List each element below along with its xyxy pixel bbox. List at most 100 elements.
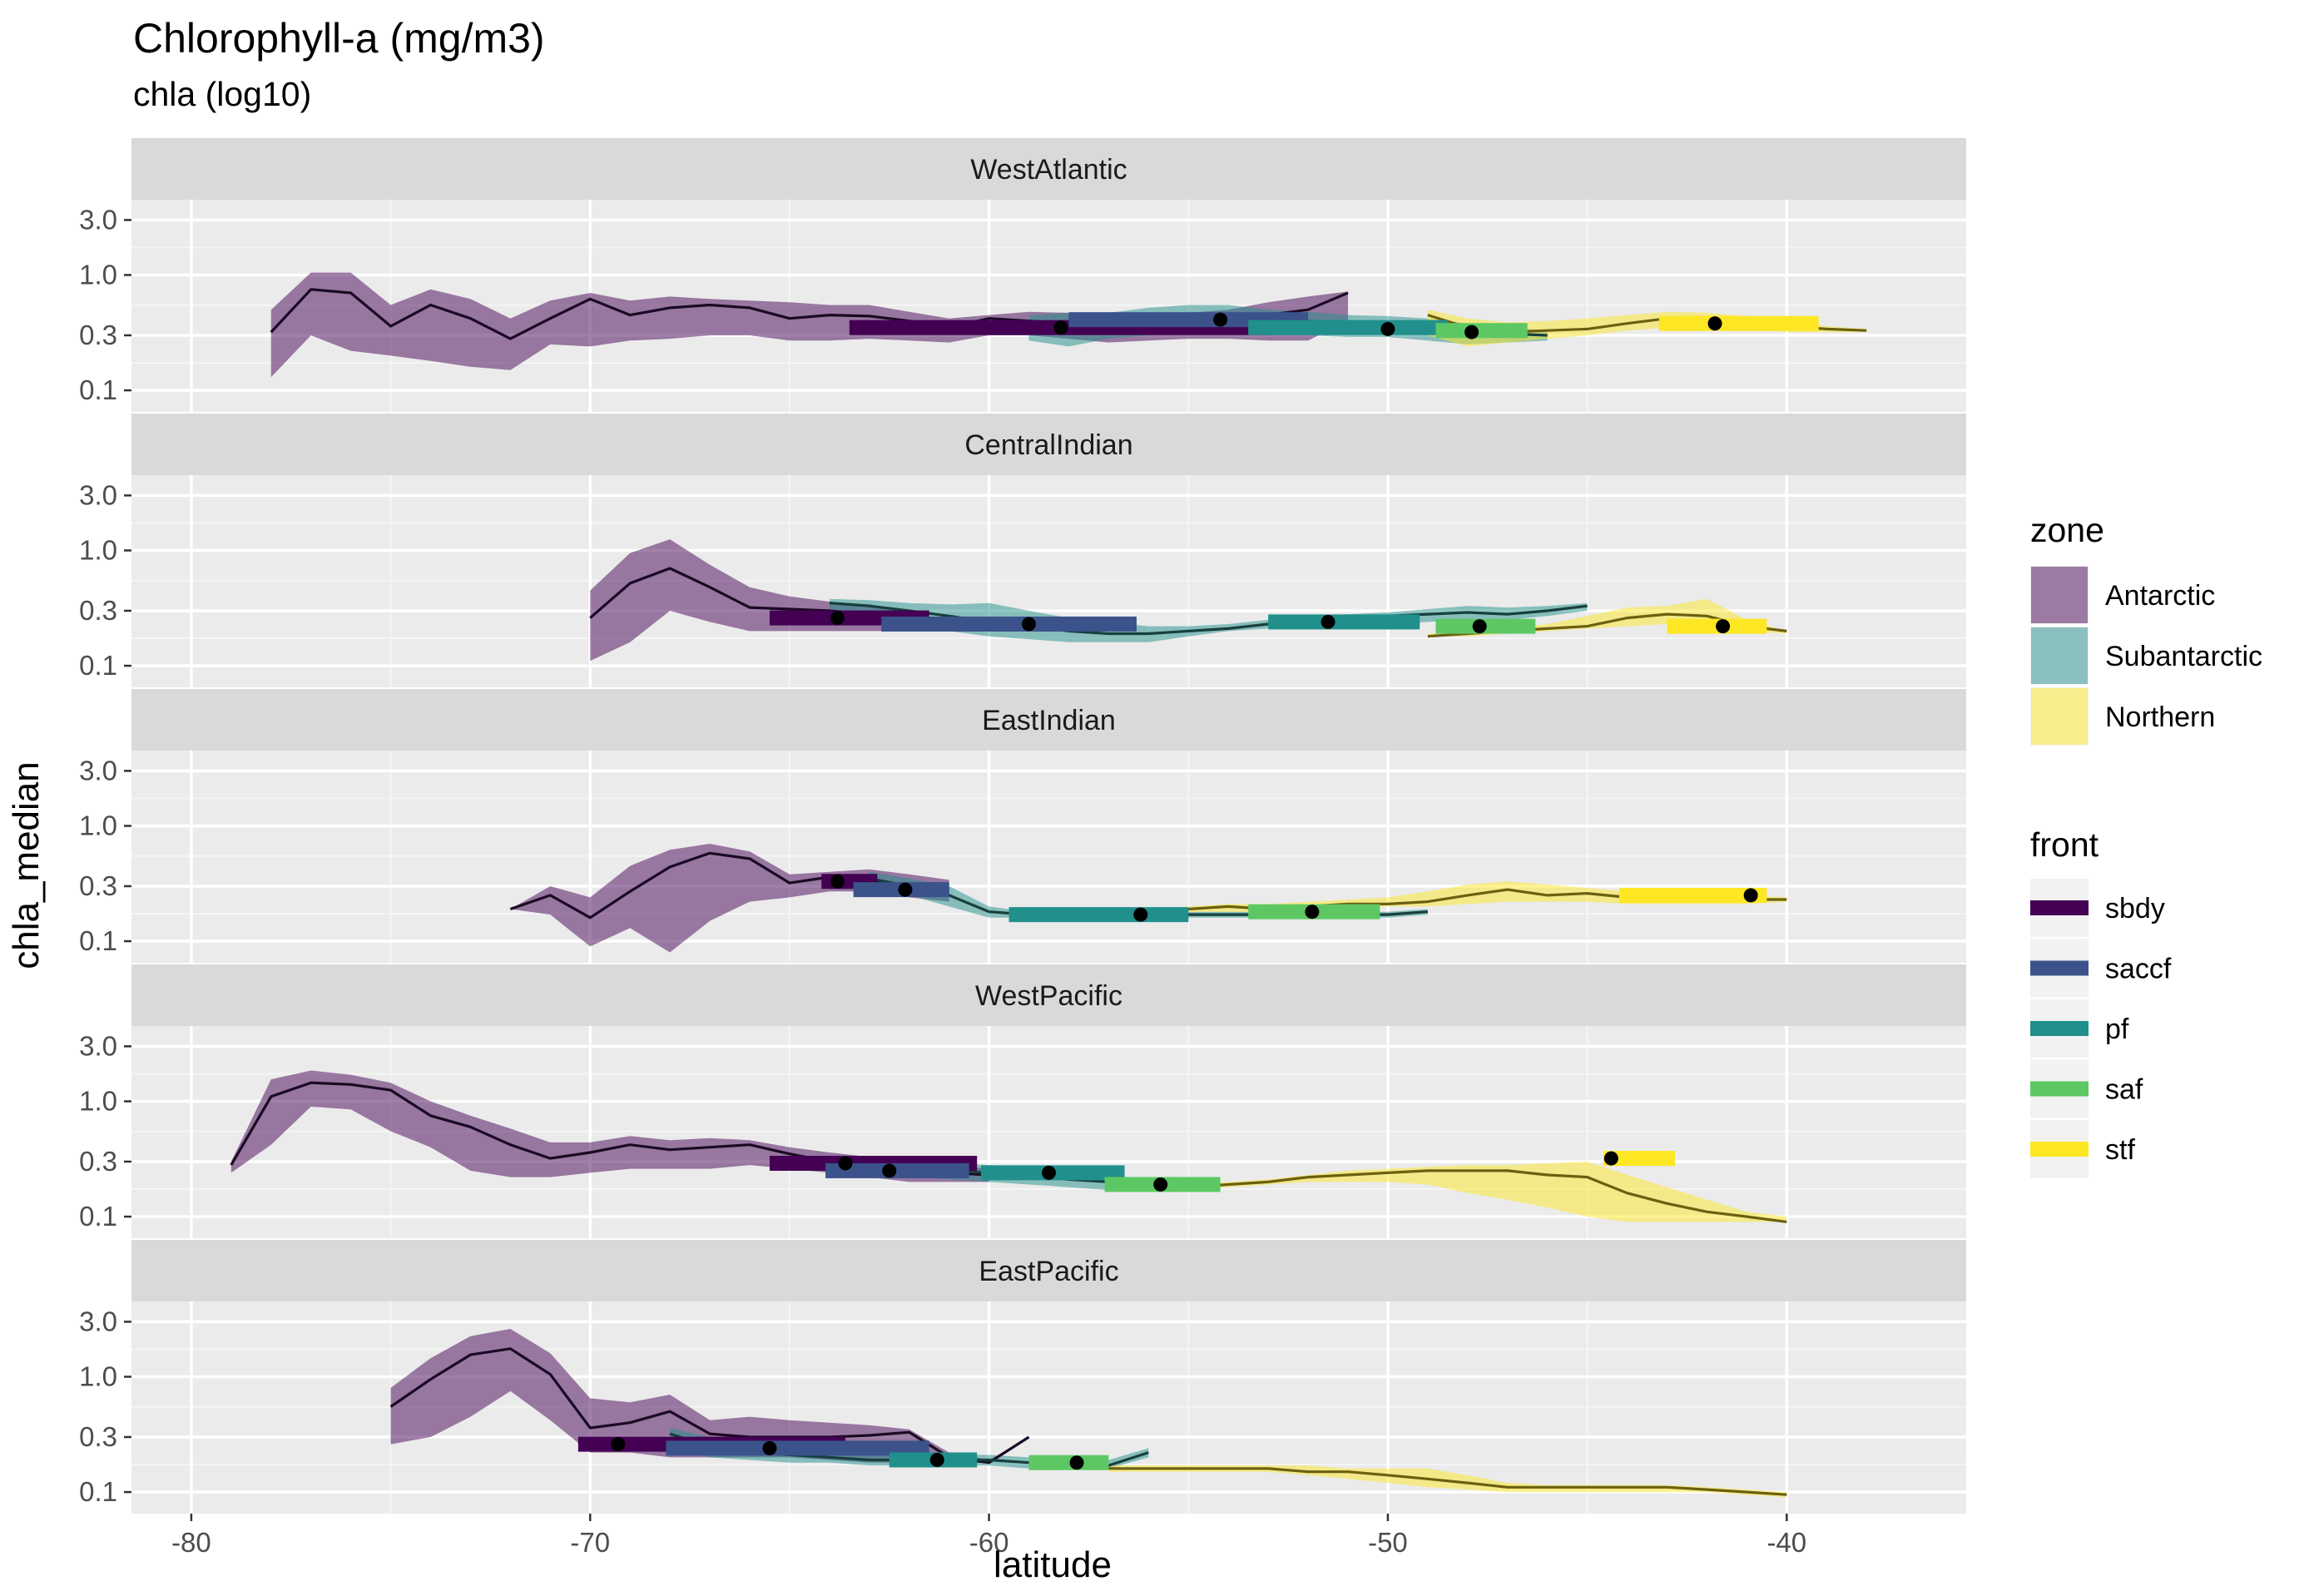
y-tick-label: 0.3 xyxy=(79,320,117,350)
legend-key-northern xyxy=(2031,688,2088,745)
panel-WestAtlantic: WestAtlantic 0.1 0.3 1.0 3.0 xyxy=(79,138,1966,412)
front-bar-stf xyxy=(1658,315,1819,331)
front-point xyxy=(838,1156,853,1171)
panel-CentralIndian: CentralIndian 0.1 0.3 1.0 3.0 xyxy=(79,414,1966,687)
front-point xyxy=(882,1163,897,1178)
ribbon-subantarctic xyxy=(670,1428,1149,1469)
x-tick-label: -70 xyxy=(570,1527,610,1558)
ribbon-antarctic xyxy=(510,844,949,953)
front-bar-saccf xyxy=(825,1162,969,1178)
legend-zone: zone Antarctic Subantarctic Northern xyxy=(2030,511,2262,746)
front-point xyxy=(898,882,913,897)
legend-label: saf xyxy=(2105,1074,2143,1106)
y-tick-label: 1.0 xyxy=(79,1361,117,1392)
y-tick-label: 0.3 xyxy=(79,595,117,626)
front-point xyxy=(1213,312,1228,327)
front-point xyxy=(1472,619,1487,634)
front-point xyxy=(1716,619,1731,634)
chart-title: Chlorophyll-a (mg/m3) xyxy=(133,15,545,62)
legend-zone-title: zone xyxy=(2030,511,2104,549)
panel-EastIndian: EastIndian 0.1 0.3 1.0 3.0 xyxy=(79,689,1966,963)
x-tick-label: -60 xyxy=(969,1527,1009,1558)
legend-key-stf xyxy=(2030,1142,2089,1157)
front-bar-stf xyxy=(1618,887,1767,903)
legend-key-antarctic xyxy=(2031,567,2088,623)
facet-strip xyxy=(131,689,1966,751)
front-point xyxy=(1053,320,1068,335)
y-tick-label: 3.0 xyxy=(79,1030,117,1061)
y-tick-label: 1.0 xyxy=(79,260,117,290)
x-tick-label: -50 xyxy=(1368,1527,1408,1558)
front-bar-saccf xyxy=(666,1440,929,1456)
legend-key-saf xyxy=(2030,1081,2089,1097)
y-tick-label: 1.0 xyxy=(79,535,117,566)
y-axis-label: chla_median xyxy=(6,761,47,969)
front-bar-saf xyxy=(1028,1455,1109,1470)
y-tick-label: 0.3 xyxy=(79,1421,117,1452)
front-point xyxy=(1707,316,1722,331)
legend-front-title: front xyxy=(2030,825,2099,864)
front-point xyxy=(1464,325,1479,340)
front-point xyxy=(1069,1455,1084,1470)
y-tick-label: 1.0 xyxy=(79,810,117,841)
front-point xyxy=(1603,1151,1618,1166)
facet-label: WestAtlantic xyxy=(970,154,1127,186)
front-point xyxy=(611,1437,626,1452)
front-bar-pf xyxy=(1248,320,1448,335)
ribbon-antarctic xyxy=(390,1329,1029,1463)
front-bar-saccf xyxy=(881,616,1137,632)
legend-label: saccf xyxy=(2105,954,2172,985)
x-axis-label: latitude xyxy=(994,1544,1112,1585)
legend-label: pf xyxy=(2105,1014,2129,1045)
y-tick-label: 3.0 xyxy=(79,1306,117,1336)
front-bar-saf xyxy=(1435,323,1528,339)
median-line-northern xyxy=(1148,1169,1787,1223)
x-tick-label: -40 xyxy=(1767,1527,1806,1558)
facet-label: EastPacific xyxy=(979,1256,1118,1287)
front-point xyxy=(1133,907,1148,922)
y-tick-label: 3.0 xyxy=(79,479,117,510)
y-tick-label: 0.1 xyxy=(79,374,117,405)
legend-front: front sbdy saccf pf saf stf xyxy=(2030,825,2172,1178)
legend-label: sbdy xyxy=(2105,893,2165,924)
front-point xyxy=(929,1452,944,1467)
ribbon-antarctic xyxy=(230,1070,989,1182)
front-point xyxy=(762,1440,777,1455)
legend-key-saccf xyxy=(2030,960,2089,976)
facet-label: EastIndian xyxy=(982,705,1116,736)
facet-strip xyxy=(131,964,1966,1026)
front-point xyxy=(830,611,845,626)
legend-label: Northern xyxy=(2105,701,2215,733)
chart-subtitle: chla (log10) xyxy=(133,75,311,113)
front-point xyxy=(1743,888,1758,903)
front-bar-stf xyxy=(1603,1151,1676,1167)
front-point xyxy=(1042,1165,1056,1180)
legend-key-subantarctic xyxy=(2031,627,2088,684)
x-axis: -80 -70 -60 -50 -40 xyxy=(171,1514,1806,1558)
median-line-northern xyxy=(1108,1467,1787,1496)
y-tick-label: 3.0 xyxy=(79,204,117,235)
front-point xyxy=(1380,321,1395,336)
facet-label: CentralIndian xyxy=(964,429,1132,461)
legend-key-pf xyxy=(2030,1021,2089,1036)
y-tick-label: 0.1 xyxy=(79,925,117,956)
front-bar-pf xyxy=(1008,907,1189,923)
front-point xyxy=(1321,614,1335,629)
y-tick-label: 3.0 xyxy=(79,755,117,786)
y-tick-label: 0.1 xyxy=(79,1476,117,1507)
y-tick-label: 0.1 xyxy=(79,650,117,681)
legend-label: Antarctic xyxy=(2105,580,2215,612)
y-tick-label: 0.3 xyxy=(79,870,117,901)
y-tick-label: 0.1 xyxy=(79,1201,117,1232)
ribbon-antarctic xyxy=(270,272,1348,378)
facet-strip xyxy=(131,414,1966,475)
y-tick-label: 1.0 xyxy=(79,1086,117,1117)
legend-key-sbdy xyxy=(2030,900,2089,915)
x-tick-label: -80 xyxy=(171,1527,211,1558)
legend-label: Subantarctic xyxy=(2105,641,2262,672)
front-point xyxy=(1153,1177,1168,1192)
front-point xyxy=(830,874,845,889)
front-bar-pf xyxy=(1268,614,1420,630)
panel-WestPacific: WestPacific 0.1 0.3 1.0 3.0 xyxy=(79,964,1966,1238)
